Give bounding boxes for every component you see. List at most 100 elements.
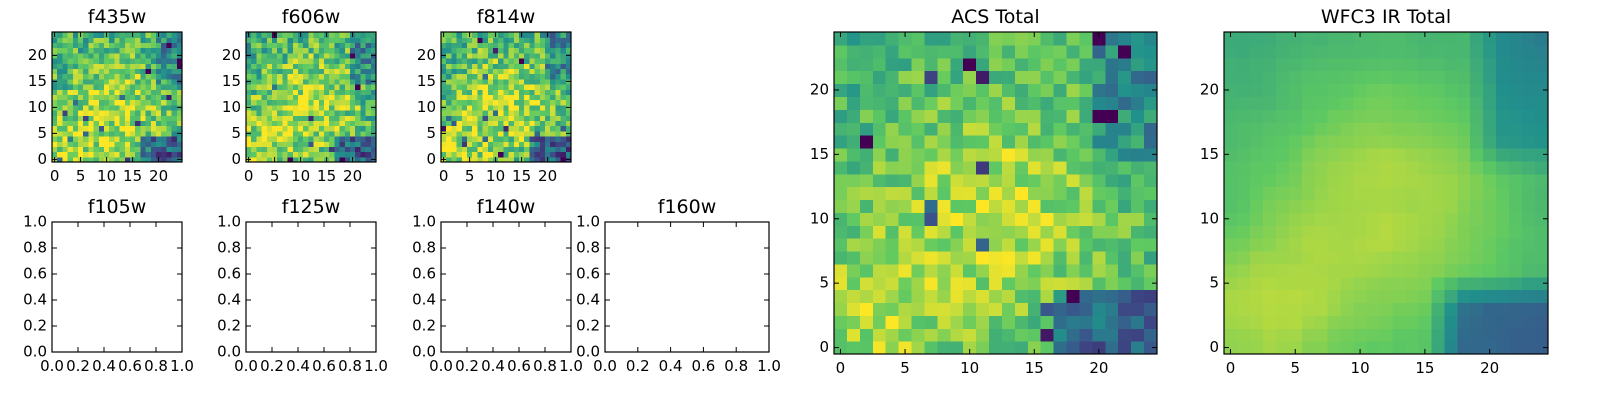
- heatmap-cell: [441, 110, 447, 116]
- heatmap-cell: [130, 84, 136, 90]
- heatmap-cell: [1366, 147, 1381, 162]
- heatmap-cell: [846, 302, 861, 316]
- heatmap-cell: [109, 99, 115, 106]
- heatmap-cell: [451, 78, 458, 85]
- heatmap-cell: [329, 156, 335, 163]
- heatmap-cell: [298, 73, 304, 80]
- heatmap-cell: [834, 276, 848, 291]
- heatmap-cell: [350, 84, 356, 90]
- heatmap-cell: [256, 104, 263, 111]
- heatmap-cell: [513, 130, 520, 137]
- heatmap-cell: [503, 52, 510, 59]
- heatmap-cell: [124, 146, 131, 153]
- heatmap-cell: [104, 110, 110, 116]
- heatmap-cell: [1275, 250, 1290, 265]
- heatmap-cell: [161, 58, 167, 64]
- x-tick-label: 10: [486, 167, 505, 185]
- heatmap-cell: [1509, 122, 1523, 136]
- heatmap-cell: [1366, 328, 1381, 342]
- heatmap-cell: [1392, 109, 1407, 123]
- heatmap-cell: [1092, 263, 1106, 278]
- x-tick-label: 0.4: [659, 357, 683, 375]
- heatmap-cell: [52, 89, 58, 95]
- heatmap-cell: [98, 130, 105, 137]
- heatmap-cell: [303, 141, 309, 147]
- heatmap-cell: [324, 110, 330, 116]
- heatmap-cell: [150, 89, 157, 95]
- heatmap-cell: [550, 68, 556, 75]
- heatmap-cell: [1040, 315, 1055, 329]
- heatmap-cell: [365, 73, 372, 80]
- heatmap-cell: [550, 120, 556, 127]
- heatmap-cell: [251, 146, 257, 153]
- heatmap-cell: [298, 136, 304, 142]
- heatmap-cell: [313, 110, 320, 116]
- heatmap-cell: [1236, 44, 1251, 59]
- panel-title: f435w: [88, 6, 147, 28]
- heatmap-cell: [72, 136, 79, 142]
- heatmap-cell: [565, 32, 572, 38]
- heatmap-cell: [555, 37, 562, 43]
- heatmap-cell: [441, 68, 447, 75]
- heatmap-cell: [950, 70, 964, 85]
- heatmap-cell: [1444, 147, 1458, 162]
- heatmap-cell: [256, 37, 263, 43]
- heatmap-cell: [344, 63, 351, 69]
- heatmap-cell: [72, 151, 79, 158]
- heatmap-cell: [161, 68, 167, 75]
- heatmap-cell: [461, 146, 468, 153]
- heatmap-cell: [150, 125, 157, 132]
- y-tick-label: 5: [819, 274, 829, 292]
- heatmap-cells: [834, 32, 1158, 355]
- heatmap-cell: [350, 125, 356, 132]
- heatmap-cell: [524, 125, 530, 132]
- heatmap-cell: [1236, 263, 1251, 278]
- heatmap-cell: [534, 78, 541, 85]
- heatmap-cell: [1118, 250, 1132, 265]
- heatmap-cell: [534, 110, 541, 116]
- heatmap-cell: [1001, 122, 1016, 136]
- heatmap-cell: [365, 151, 372, 158]
- heatmap-cell: [282, 115, 289, 121]
- heatmap-cell: [1509, 341, 1523, 355]
- heatmap-cell: [937, 160, 951, 175]
- heatmap-cell: [124, 94, 131, 101]
- heatmap-cell: [1105, 302, 1119, 316]
- heatmap-cell: [261, 104, 268, 111]
- heatmap-cell: [1118, 225, 1132, 239]
- heatmap-cell: [62, 78, 69, 85]
- heatmap-cell: [493, 151, 499, 158]
- heatmap-cell: [83, 47, 89, 54]
- heatmap-cell: [534, 89, 541, 95]
- heatmap-cell: [1496, 109, 1510, 123]
- heatmap-cell: [1053, 173, 1068, 188]
- heatmap-cell: [57, 94, 63, 101]
- heatmap-cell: [467, 141, 473, 147]
- heatmap-cell: [1053, 225, 1068, 239]
- heatmap-cell: [365, 115, 372, 121]
- heatmap-cell: [1131, 341, 1145, 355]
- heatmap-cell: [446, 37, 452, 43]
- heatmap-cell: [456, 42, 463, 49]
- heatmap-cell: [1144, 160, 1158, 175]
- heatmap-cell: [355, 78, 361, 85]
- heatmap-cell: [859, 212, 874, 226]
- heatmap-cell: [52, 58, 58, 64]
- heatmap-cell: [1001, 173, 1016, 188]
- heatmap-cell: [1236, 109, 1251, 123]
- heatmap-cell: [885, 96, 900, 110]
- heatmap-cell: [550, 115, 556, 121]
- heatmap-cell: [272, 115, 278, 121]
- heatmap-cell: [98, 63, 105, 69]
- heatmap-cell: [1327, 70, 1342, 85]
- heatmap-cell: [365, 68, 372, 75]
- y-tick-label: 0.8: [217, 239, 241, 257]
- heatmap-cell: [1262, 199, 1277, 213]
- heatmap-cell: [1470, 238, 1484, 252]
- heatmap-cell: [461, 78, 468, 85]
- heatmap-cell: [277, 125, 283, 132]
- heatmap-cell: [329, 130, 335, 137]
- heatmap-cell: [287, 42, 294, 49]
- heatmap-cell: [287, 84, 294, 90]
- heatmap-cell: [1535, 250, 1549, 265]
